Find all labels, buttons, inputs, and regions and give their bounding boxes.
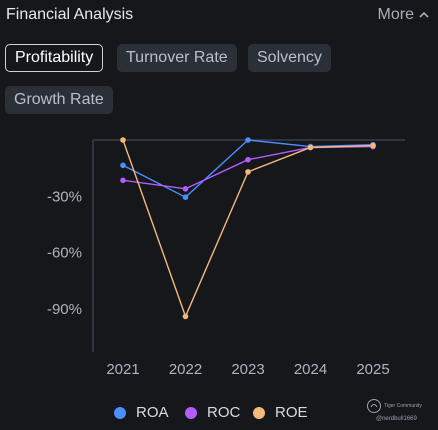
data-point-roc: [120, 177, 126, 184]
legend-label-roc: ROC: [207, 404, 241, 421]
more-label: More: [377, 6, 414, 23]
chevron-up-icon: [419, 11, 429, 18]
x-tick-label: 2022: [169, 361, 202, 378]
x-tick-label: 2025: [356, 361, 389, 378]
tab-turnover-rate[interactable]: Turnover Rate: [117, 44, 237, 72]
chart-points: [120, 137, 376, 320]
legend-dot-roe: [253, 406, 265, 419]
legend-label-roe: ROE: [275, 404, 308, 421]
watermark-user: @nerdbull1669: [376, 416, 417, 422]
legend-item-roc[interactable]: ROC: [185, 404, 240, 421]
watermark: Tiger Community @nerdbull1669: [366, 398, 430, 424]
data-point-roe: [182, 313, 189, 320]
line-chart: -30% -60% -90% 2021 2022 2023 2024 2025: [47, 137, 405, 378]
data-point-roe: [370, 142, 376, 149]
data-point-roe: [307, 144, 314, 151]
legend-dot-roa: [114, 406, 126, 419]
watermark-brand: Tiger Community: [384, 403, 422, 409]
legend-label-roa: ROA: [136, 404, 169, 421]
chart-ticks: -30% -60% -90% 2021 2022 2023 2024 2025: [47, 188, 390, 378]
x-tick-label: 2021: [106, 361, 139, 378]
series-line-roa: [122, 139, 374, 199]
series-line-roe: [122, 139, 374, 319]
tiger-logo-icon: [367, 399, 381, 413]
page-title: Financial Analysis: [6, 6, 134, 23]
legend-dot-roc: [185, 406, 197, 419]
x-tick-label: 2023: [231, 361, 264, 378]
chart-lines: [122, 139, 374, 319]
legend-item-roe[interactable]: ROE: [253, 404, 308, 421]
tab-solvency[interactable]: Solvency: [248, 44, 331, 72]
data-point-roc: [182, 186, 189, 192]
chart-legend: ROA ROC ROE: [0, 404, 438, 426]
x-tick-label: 2024: [294, 361, 327, 378]
more-button[interactable]: More: [378, 6, 430, 24]
legend-item-roa[interactable]: ROA: [114, 404, 169, 421]
y-tick-label: -60%: [47, 245, 82, 262]
data-point-roe: [120, 137, 126, 143]
data-point-roa: [182, 194, 189, 200]
data-point-roe: [245, 169, 251, 175]
header: Financial Analysis More: [0, 0, 438, 30]
data-point-roc: [245, 156, 251, 163]
series-line-roc: [122, 145, 374, 190]
y-tick-label: -30%: [47, 188, 82, 205]
data-point-roa: [245, 137, 251, 143]
tab-growth-rate[interactable]: Growth Rate: [5, 86, 113, 114]
data-point-roa: [120, 162, 126, 169]
tab-profitability[interactable]: Profitability: [5, 44, 104, 72]
y-tick-label: -90%: [47, 301, 82, 318]
